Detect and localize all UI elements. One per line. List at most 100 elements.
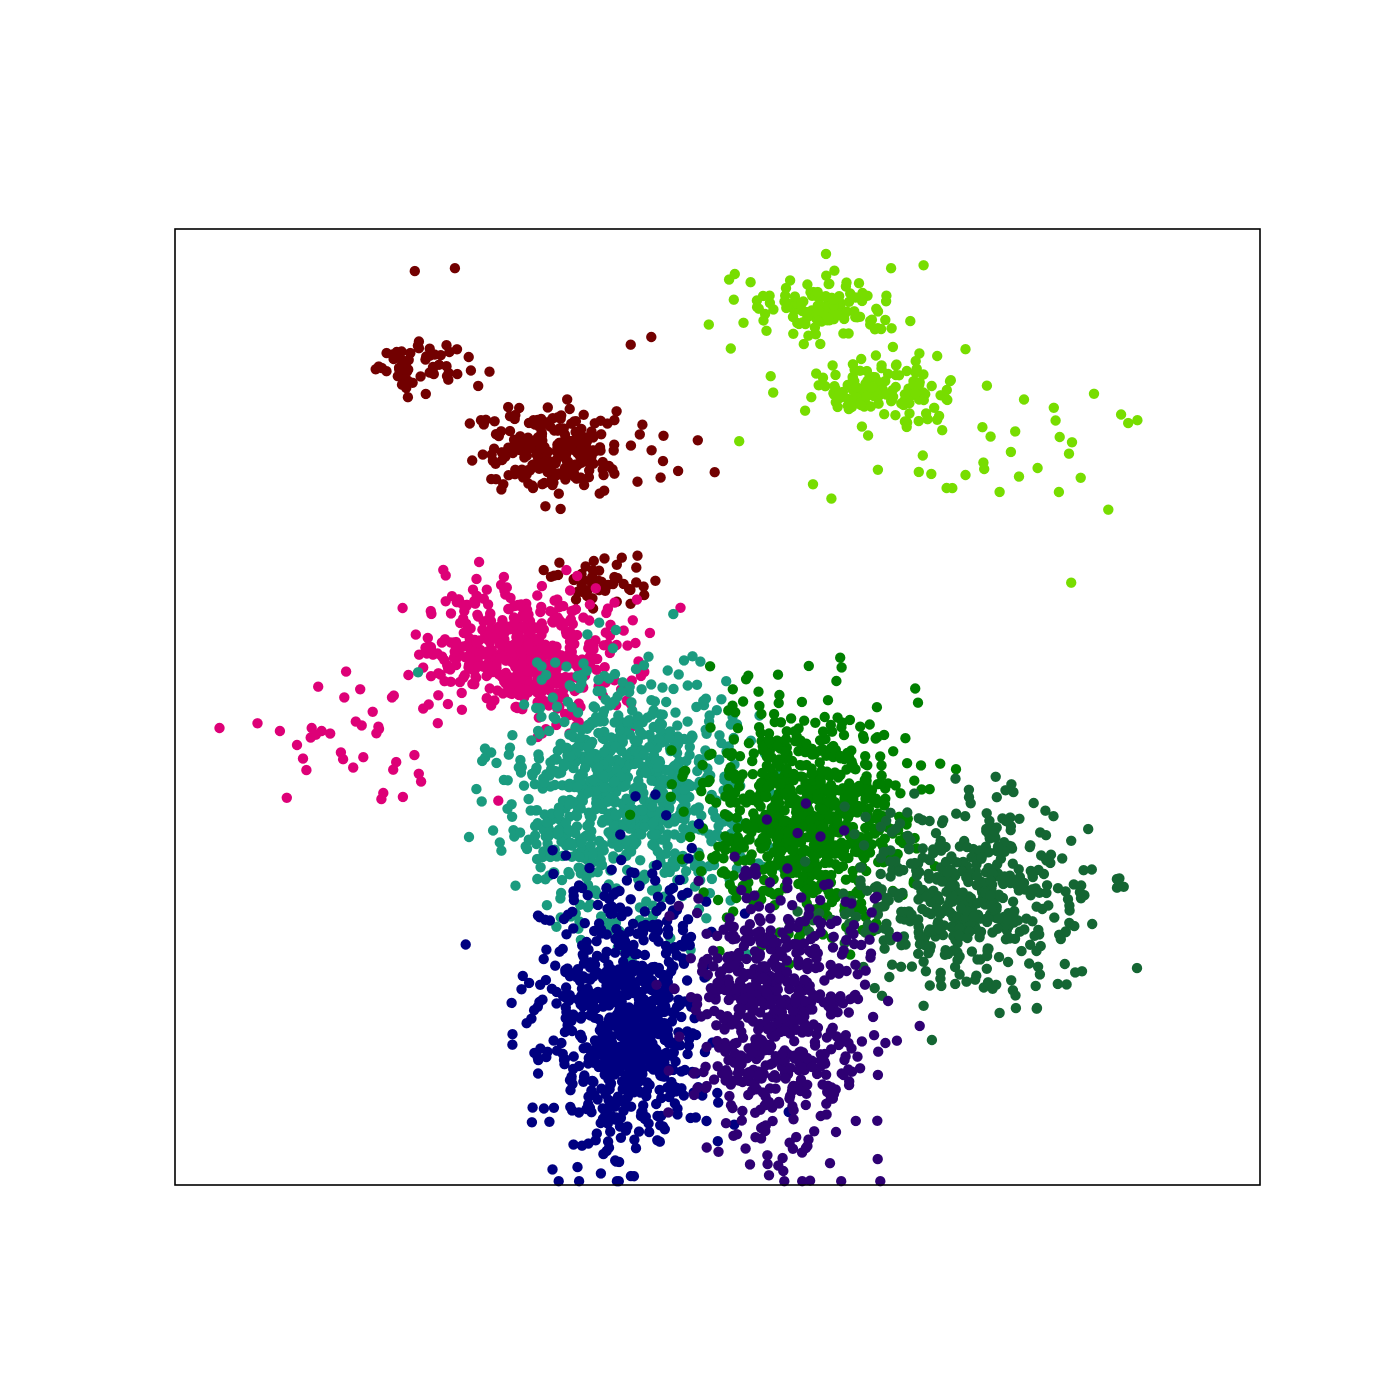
scatter-point-s5-319 [1087,918,1098,930]
scatter-point-s5-402 [992,841,1004,852]
scatter-point-s2-548 [297,753,309,764]
scatter-point-s6-398 [622,1083,634,1094]
scatter-point-s6-559 [658,1049,669,1060]
scatter-point-s4-154 [900,733,911,744]
scatter-point-s5-344 [1111,873,1123,885]
scatter-point-s6-749 [603,1020,614,1031]
scatter-point-s6-344 [683,853,694,864]
scatter-point-s6-631 [677,920,689,932]
scatter-point-s7-603 [727,1015,738,1026]
scatter-point-s4-758 [775,717,787,728]
scatter-point-s3-540 [607,643,619,654]
scatter-point-s7-48 [765,925,776,936]
scatter-point-s3-844 [564,799,575,810]
scatter-point-s4-105 [781,726,792,737]
scatter-point-s5-86 [1048,811,1059,822]
scatter-point-s2-422 [494,639,505,650]
scatter-point-s7-3 [856,1036,868,1047]
scatter-point-s1-260 [947,482,958,494]
scatter-point-s1-185 [862,430,874,441]
scatter-point-s7-589 [731,984,742,995]
scatter-point-s5-448 [968,911,980,922]
scatter-point-s2-535 [313,681,324,692]
scatter-point-s6-99 [630,791,641,802]
scatter-point-s2-451 [590,583,601,594]
scatter-point-s1-270 [985,431,996,442]
scatter-point-s4-479 [912,697,924,708]
scatter-point-s4-375 [716,867,728,878]
scatter-point-s7-56 [712,1035,723,1047]
scatter-point-s6-439 [618,1105,629,1117]
scatter-point-s6-522 [553,1176,564,1187]
scatter-point-s7-614 [802,1052,813,1064]
scatter-point-s3-709 [536,711,547,722]
scatter-point-s7-545 [712,953,723,964]
scatter-point-s4-231 [876,760,887,771]
scatter-point-s4-753 [833,772,844,783]
scatter-point-s4-680 [813,869,824,881]
scatter-point-s4-663 [872,779,883,790]
scatter-point-s6-684 [526,1117,538,1128]
scatter-point-s5-486 [942,867,953,878]
scatter-point-s2-541 [373,721,384,732]
scatter-point-s3-382 [532,818,543,829]
scatter-point-s7-357 [767,1115,778,1127]
scatter-point-s4-604 [826,896,838,908]
scatter-point-s6-633 [636,1107,647,1118]
scatter-point-s4-521 [768,708,780,720]
scatter-point-s5-474 [1052,978,1064,990]
scatter-point-s1-240 [890,410,901,421]
scatter-point-s6-419 [583,1091,594,1102]
scatter-point-s7-335 [744,919,756,930]
scatter-point-s2-352 [422,632,433,644]
scatter-point-s7-623 [769,953,780,964]
scatter-point-s6-1 [629,1134,640,1145]
scatter-point-s6-605 [506,997,517,1009]
scatter-point-s4-742 [750,792,762,803]
scatter-point-s0-110 [709,467,720,478]
scatter-point-s7-538 [793,955,804,966]
scatter-point-s3-96 [551,701,563,712]
scatter-point-s5-395 [993,913,1004,924]
scatter-point-s2-414 [469,679,480,690]
scatter-point-s6-586 [534,912,545,923]
scatter-point-s5-265 [1055,933,1067,945]
scatter-point-s3-765 [564,782,575,793]
scatter-point-s3-777 [412,667,424,678]
scatter-point-s5-425 [985,875,996,886]
scatter-point-s6-756 [620,979,631,990]
scatter-point-s1-79 [843,296,855,307]
scatter-point-s6-607 [579,1070,590,1081]
scatter-point-s7-228 [815,831,826,842]
scatter-point-s2-197 [564,585,576,596]
scatter-point-s0-292 [599,485,610,496]
scatter-point-s3-574 [527,770,538,781]
scatter-point-s7-222 [762,1150,773,1161]
scatter-point-s5-477 [934,840,945,851]
scatter-point-s1-291 [994,486,1005,498]
scatter-point-s3-399 [678,655,690,666]
scatter-point-s1-269 [926,468,937,480]
scatter-point-s5-312 [920,966,932,977]
scatter-point-s5-394 [914,939,926,950]
scatter-point-s2-537 [388,764,399,775]
scatter-point-s2-527 [325,728,336,739]
scatter-point-s1-278 [918,260,929,271]
scatter-point-s6-451 [584,862,595,874]
scatter-point-s4-565 [624,809,636,820]
scatter-point-s4-710 [821,784,832,795]
scatter-point-s0-46 [484,366,495,377]
scatter-point-s0-227 [658,430,669,441]
scatter-point-s3-493 [689,805,700,816]
scatter-point-s2-5 [442,698,454,710]
scatter-point-s7-216 [724,1090,735,1102]
scatter-point-s6-72 [548,868,559,880]
scatter-point-s5-491 [899,938,910,949]
scatter-point-s0-323 [554,557,565,568]
scatter-point-s6-3 [701,896,712,907]
scatter-point-s3-797 [559,759,570,770]
scatter-point-s1-266 [1066,437,1078,448]
scatter-point-s6-477 [625,1170,637,1182]
scatter-point-s4-652 [857,802,868,813]
scatter-point-s0-176 [655,472,666,483]
